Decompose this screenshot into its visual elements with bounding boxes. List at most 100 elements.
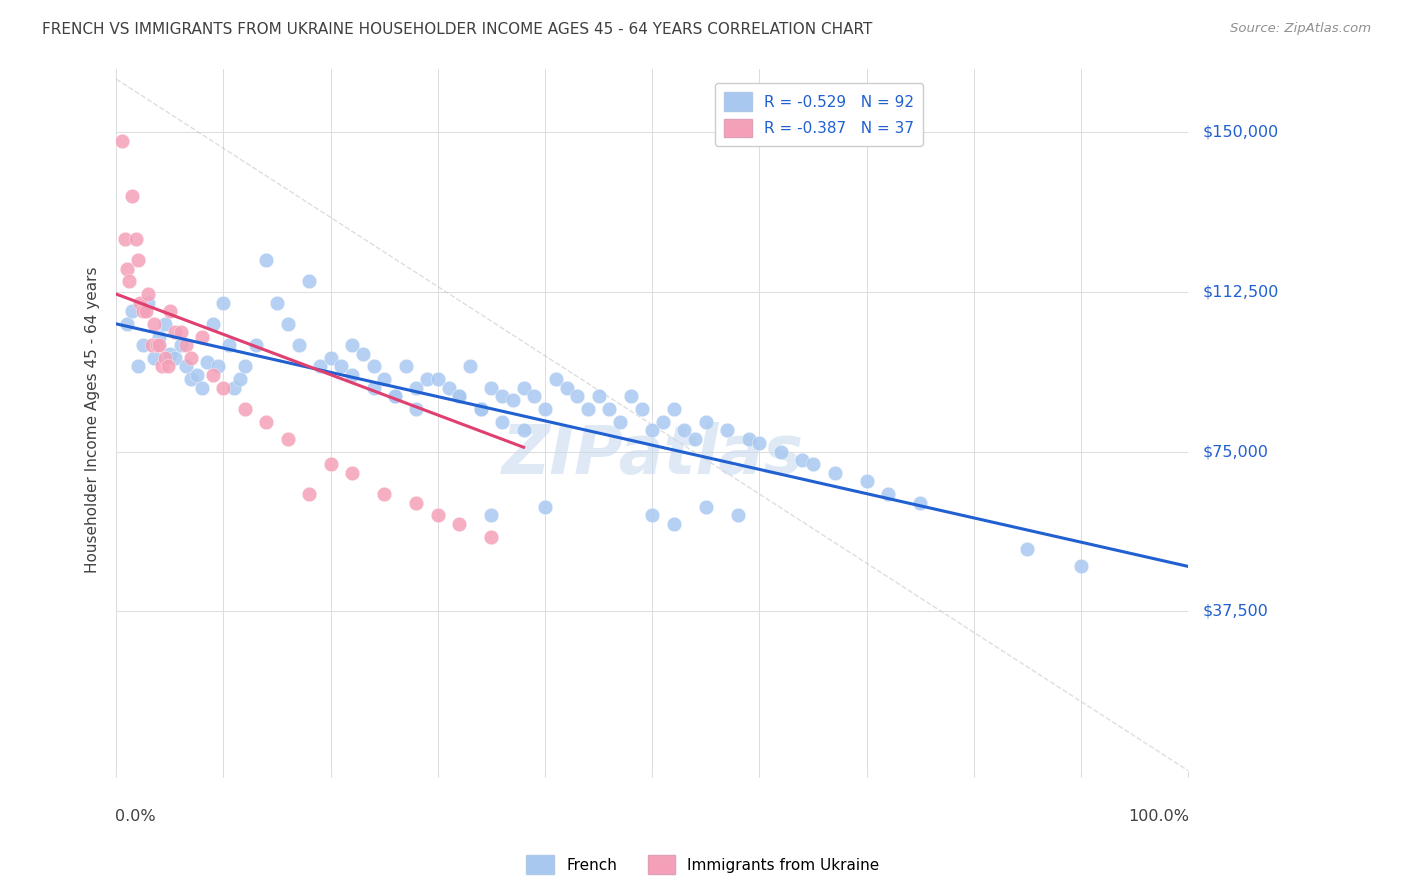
Point xyxy=(695,415,717,429)
Point xyxy=(544,372,567,386)
Point xyxy=(277,317,299,331)
Point xyxy=(287,338,309,352)
Point xyxy=(191,381,214,395)
Point xyxy=(111,134,134,148)
Point xyxy=(148,338,170,352)
Point xyxy=(363,359,385,374)
Point xyxy=(384,389,406,403)
Point xyxy=(512,423,534,437)
Point xyxy=(855,475,877,489)
Point xyxy=(165,351,187,365)
Point xyxy=(491,415,513,429)
Point xyxy=(254,253,277,268)
Text: Source: ZipAtlas.com: Source: ZipAtlas.com xyxy=(1230,22,1371,36)
Point xyxy=(437,381,460,395)
Point xyxy=(340,368,363,382)
Point xyxy=(395,359,418,374)
Point xyxy=(153,351,176,365)
Point xyxy=(224,381,246,395)
Text: $150,000: $150,000 xyxy=(1202,125,1278,140)
Point xyxy=(186,368,208,382)
Point xyxy=(1070,559,1092,574)
Point xyxy=(319,351,342,365)
Text: $112,500: $112,500 xyxy=(1202,285,1278,300)
Point xyxy=(470,401,492,416)
Point xyxy=(426,508,449,523)
Point xyxy=(127,253,149,268)
Point xyxy=(245,338,267,352)
Point xyxy=(142,351,165,365)
Point xyxy=(426,372,449,386)
Y-axis label: Householder Income Ages 45 - 64 years: Householder Income Ages 45 - 64 years xyxy=(86,267,100,573)
Point xyxy=(620,389,643,403)
Point xyxy=(121,304,143,318)
Point xyxy=(727,508,749,523)
Point xyxy=(416,372,439,386)
Point xyxy=(662,401,685,416)
Point xyxy=(124,232,146,246)
Text: $37,500: $37,500 xyxy=(1202,604,1268,619)
Point xyxy=(534,401,557,416)
Point xyxy=(228,372,250,386)
Point xyxy=(384,389,406,403)
Point xyxy=(212,381,235,395)
Point xyxy=(449,389,471,403)
Point xyxy=(132,304,155,318)
Point xyxy=(138,295,160,310)
Point xyxy=(132,338,155,352)
Point xyxy=(197,355,219,369)
Point xyxy=(801,458,824,472)
Point xyxy=(405,381,427,395)
Point xyxy=(405,495,427,509)
Point xyxy=(481,508,503,523)
Point xyxy=(877,487,900,501)
Point xyxy=(165,326,187,340)
Legend: R = -0.529   N = 92, R = -0.387   N = 37: R = -0.529 N = 92, R = -0.387 N = 37 xyxy=(716,83,924,146)
Point xyxy=(114,232,136,246)
Point xyxy=(405,401,427,416)
Point xyxy=(115,261,138,276)
Point xyxy=(598,401,620,416)
Point xyxy=(748,436,770,450)
Point xyxy=(169,338,191,352)
Point xyxy=(352,346,374,360)
Point xyxy=(673,423,696,437)
Point xyxy=(148,329,170,343)
Text: $75,000: $75,000 xyxy=(1202,444,1268,459)
Point xyxy=(118,274,141,288)
Point xyxy=(567,389,589,403)
Point xyxy=(502,393,524,408)
Point xyxy=(609,415,631,429)
Point xyxy=(1017,542,1039,557)
Point xyxy=(233,401,256,416)
Point xyxy=(534,500,557,514)
Point xyxy=(738,432,761,446)
Point xyxy=(153,317,176,331)
Point xyxy=(174,338,197,352)
Point xyxy=(201,368,224,382)
Point xyxy=(266,295,288,310)
Point xyxy=(180,351,202,365)
Point xyxy=(150,359,173,374)
Point xyxy=(481,381,503,395)
Point xyxy=(191,329,214,343)
Text: 0.0%: 0.0% xyxy=(115,809,156,824)
Point xyxy=(449,389,471,403)
Point xyxy=(330,359,353,374)
Point xyxy=(662,516,685,531)
Point xyxy=(128,295,150,310)
Point xyxy=(523,389,546,403)
Point xyxy=(458,359,481,374)
Point xyxy=(769,444,792,458)
Point xyxy=(174,359,197,374)
Point xyxy=(146,338,169,352)
Point xyxy=(159,346,181,360)
Point xyxy=(180,372,202,386)
Point xyxy=(138,287,160,301)
Point xyxy=(695,500,717,514)
Point xyxy=(277,432,299,446)
Point xyxy=(340,466,363,480)
Point xyxy=(319,458,342,472)
Point xyxy=(159,304,181,318)
Point xyxy=(121,189,143,203)
